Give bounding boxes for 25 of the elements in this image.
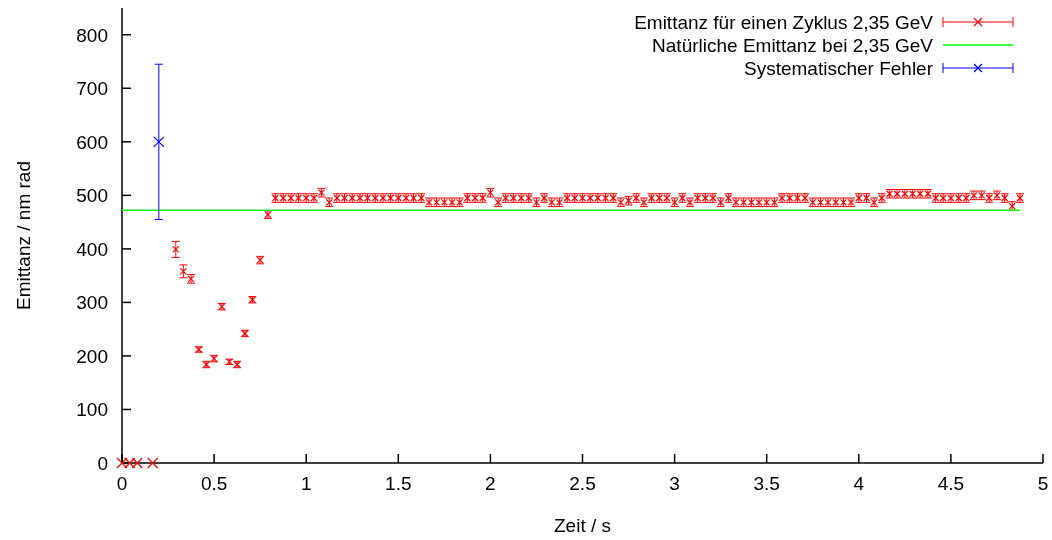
x-tick-label: 1 [300,473,312,494]
y-tick-label: 800 [76,24,108,46]
x-tick-label: 3.5 [753,473,780,494]
x-tick-label: 0.5 [200,473,228,494]
x-axis-title: Zeit / s [553,515,612,536]
y-tick-label: 0 [97,453,108,474]
y-axis-title: Emittanz / nm rad [13,161,34,310]
legend-label: Systematischer Fehler [743,58,934,79]
x-tick-label: 1.5 [385,473,412,494]
y-tick-label: 400 [76,238,108,260]
y-tick-label: 100 [76,399,108,421]
x-tick-label: 0 [116,473,128,494]
x-tick-label: 2.5 [569,473,596,494]
x-tick-label: 3 [669,473,680,494]
y-tick-label: 500 [76,185,108,207]
x-tick-label: 4.5 [937,473,965,494]
x-tick-label: 4 [853,473,865,494]
legend-label: Emittanz für einen Zyklus 2,35 GeV [634,12,934,33]
y-tick-label: 700 [76,78,108,100]
y-tick-label: 600 [76,131,108,153]
y-tick-label: 200 [76,345,108,367]
x-tick-label: 2 [485,473,496,494]
legend-label: Natürliche Emittanz bei 2,35 GeV [652,35,934,56]
x-tick-label: 5 [1037,473,1049,494]
y-tick-label: 300 [76,292,108,314]
